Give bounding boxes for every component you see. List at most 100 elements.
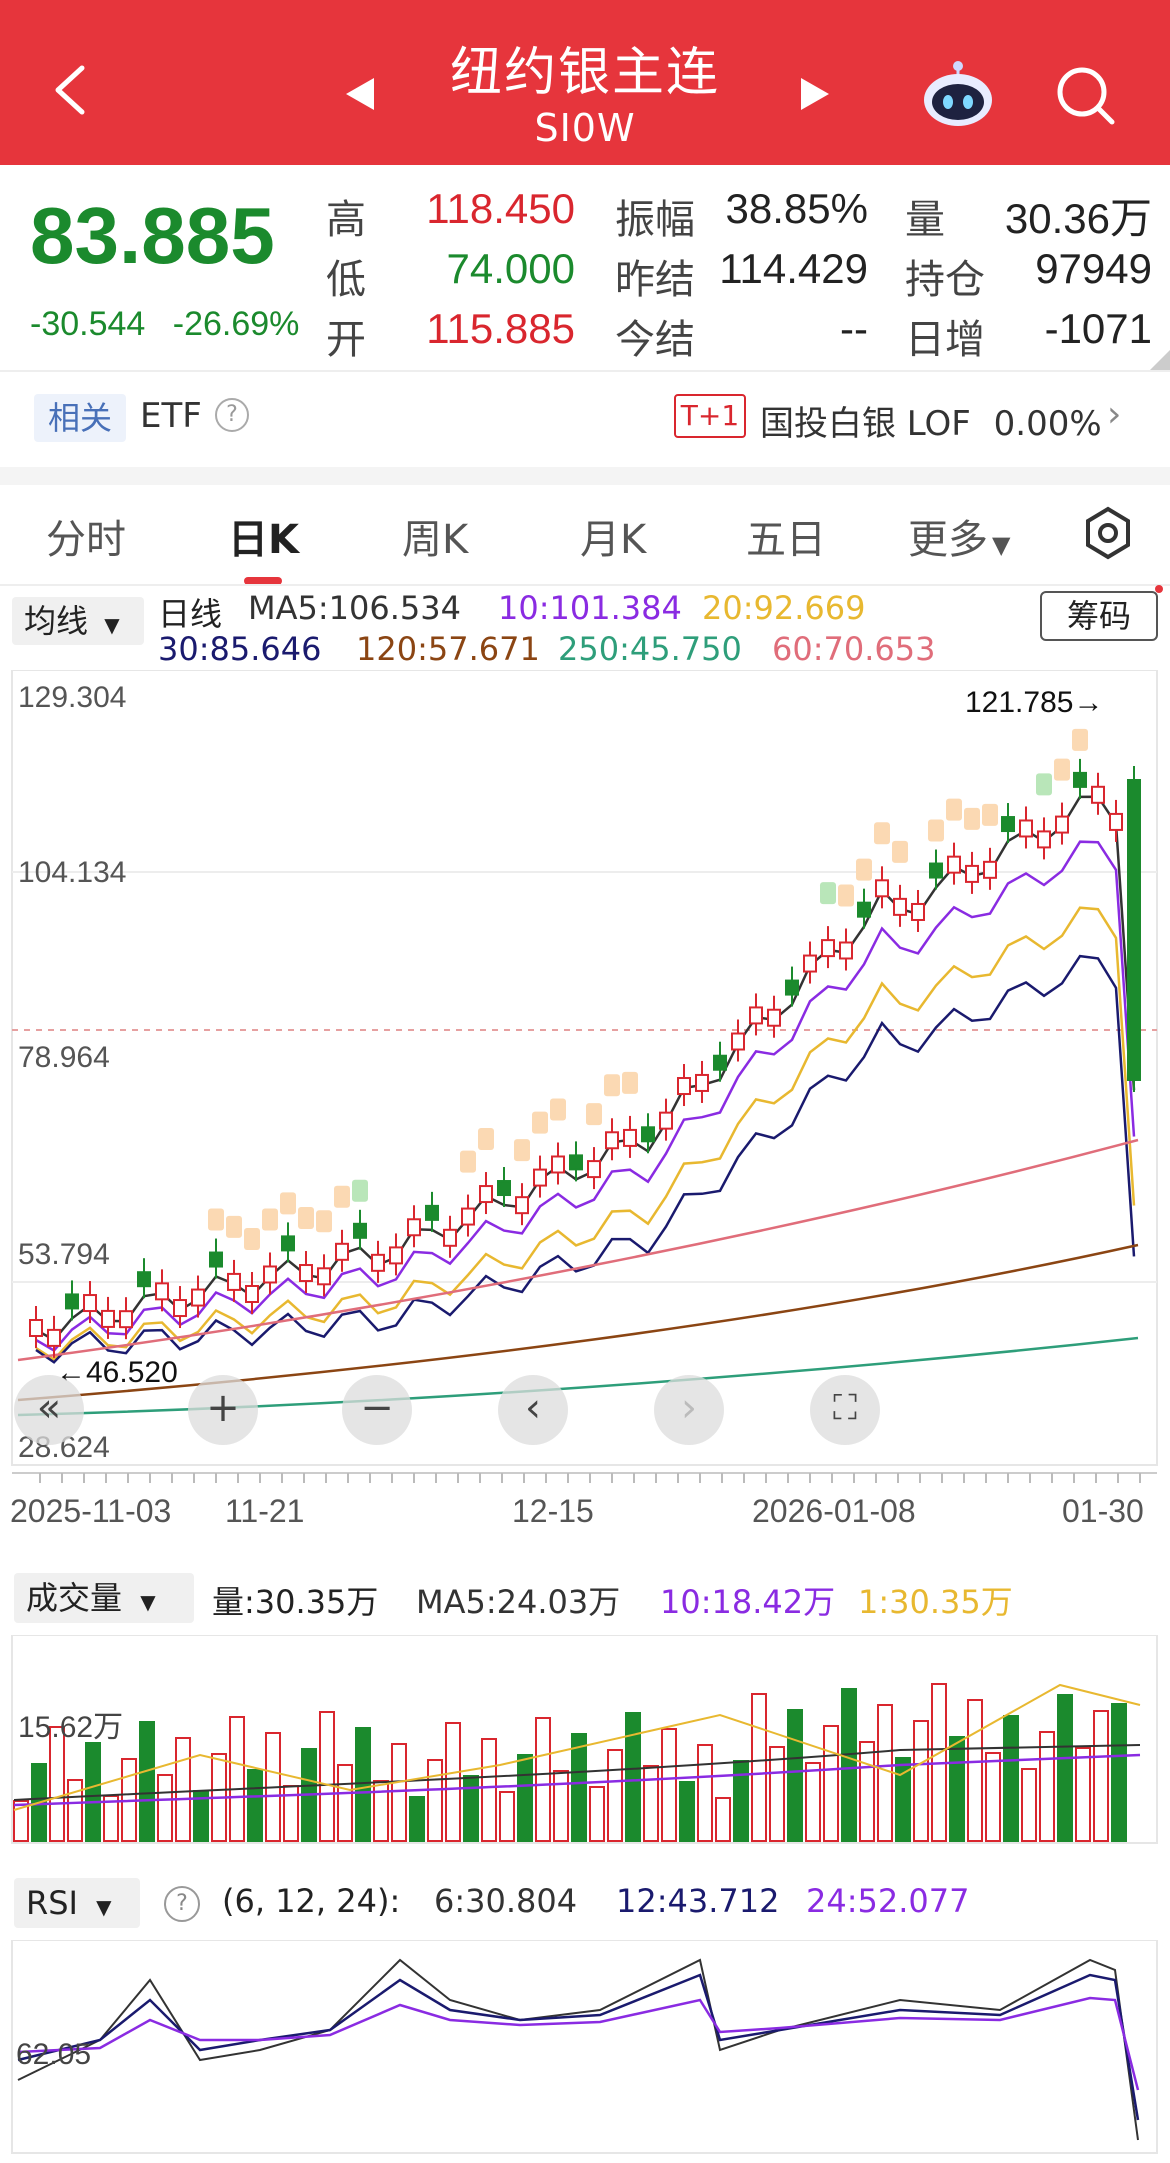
volume-value: 量:30.35万 (212, 1583, 379, 1621)
ma10-value: 10:101.384 (498, 589, 682, 627)
candle-body (1127, 779, 1141, 1081)
y-tick-label: 104.134 (18, 856, 126, 889)
volume-bar (373, 1780, 389, 1842)
volume-bar (499, 1791, 515, 1842)
previous-contract-icon[interactable] (340, 74, 380, 114)
related-etf-label[interactable]: ETF (140, 396, 202, 436)
volume-bar (517, 1754, 533, 1842)
tab-daily-k[interactable]: 日K (228, 517, 299, 563)
chart-frame (11, 670, 1158, 1466)
scroll-right-button[interactable]: › (654, 1375, 724, 1445)
max-price-label: 121.785→ (965, 686, 1103, 719)
kline-type: 日线 (158, 595, 223, 633)
volume-bar (967, 1699, 983, 1842)
settle-value: -- (840, 305, 868, 352)
volume-bar (427, 1759, 443, 1842)
volume-bar (859, 1741, 875, 1842)
tab-more[interactable]: 更多 ▼ (908, 507, 1010, 565)
tab-weekly-k[interactable]: 周K (402, 517, 469, 563)
next-contract-icon[interactable] (795, 74, 835, 114)
chip-distribution-button[interactable]: 筹码 (1040, 591, 1158, 641)
price-change: -30.544 -26.69% (30, 305, 317, 344)
active-tab-indicator (244, 577, 282, 585)
contract-code: SI0W (534, 106, 636, 150)
volume-bar (985, 1752, 1001, 1842)
rsi-lines (17, 1958, 1140, 2141)
help-icon[interactable]: ? (215, 398, 249, 432)
fund-name: 国投白银 LOF (760, 404, 971, 444)
scroll-left-button[interactable]: ‹ (498, 1375, 568, 1445)
candle-body (677, 1077, 691, 1096)
rsi-select-label: RSI (26, 1884, 78, 1922)
settings-icon[interactable] (1080, 505, 1136, 561)
ma20-line (35, 906, 1136, 1362)
help-icon[interactable]: ? (164, 1886, 200, 1922)
tab-five-day[interactable]: 五日 (746, 517, 826, 563)
volume-bar (481, 1738, 497, 1842)
td-badge (1054, 758, 1070, 781)
candle-body (227, 1272, 241, 1291)
candle-body (911, 902, 925, 921)
volume-bar (319, 1711, 335, 1842)
td-badge (352, 1179, 368, 1202)
scroll-left-fast-button[interactable]: « (14, 1375, 84, 1445)
candle-body (479, 1185, 493, 1204)
fullscreen-button[interactable]: ⛶ (810, 1375, 880, 1445)
rsi-chart[interactable]: 62.05 (0, 1940, 1170, 2155)
ma30-line (35, 954, 1136, 1364)
high-label: 高 (326, 197, 366, 243)
zoom-out-button[interactable]: − (342, 1375, 412, 1445)
amplitude-label: 振幅 (615, 197, 695, 243)
volume-bar (337, 1764, 353, 1842)
td-badge (946, 798, 962, 821)
candle-body (515, 1196, 529, 1215)
candle-body (353, 1222, 367, 1239)
low-label: 低 (326, 257, 366, 303)
candle-body (389, 1246, 403, 1265)
tab-more-label: 更多 (908, 517, 988, 563)
volume-bars (13, 1683, 1127, 1842)
candle-body (317, 1267, 331, 1286)
candle-body (299, 1264, 313, 1283)
tab-intraday[interactable]: 分时 (46, 517, 126, 563)
candle-body (749, 1006, 763, 1025)
td-badge (208, 1208, 224, 1231)
volume-bar (697, 1744, 713, 1842)
back-icon[interactable] (44, 62, 100, 118)
td-badge (226, 1215, 242, 1238)
candle-body (569, 1154, 583, 1171)
rsi-select[interactable]: RSI ▼ (14, 1878, 140, 1928)
volume-bar (1039, 1731, 1055, 1842)
rsi12-value: 12:43.712 (616, 1882, 780, 1920)
candle-body (461, 1207, 475, 1226)
volume-bar (1093, 1710, 1109, 1842)
ai-assistant-icon[interactable] (920, 58, 996, 128)
td-badge (892, 840, 908, 863)
tab-monthly-k[interactable]: 月K (580, 517, 647, 563)
volume-chart[interactable]: 15.62万 (0, 1635, 1170, 1845)
volume-bar (535, 1717, 551, 1842)
related-fund[interactable]: 国投白银 LOF 0.00% (760, 396, 1102, 445)
rsi6-value: 6:30.804 (434, 1882, 578, 1920)
candles (29, 758, 1141, 1358)
candle-body (875, 879, 889, 898)
search-icon[interactable] (1050, 60, 1120, 130)
indicator-select[interactable]: 均线 ▼ (12, 597, 144, 645)
volume-bar (841, 1688, 857, 1842)
candle-body (695, 1073, 709, 1092)
related-bar[interactable]: 相关 ETF ? T+1 国投白银 LOF 0.00% › (0, 372, 1170, 467)
td-badge (478, 1128, 494, 1151)
candle-body (893, 897, 907, 916)
candle-body (767, 1008, 781, 1027)
rsi24-line (17, 1996, 1140, 2091)
chevron-right-icon[interactable]: › (1107, 394, 1122, 435)
volume-bar (1111, 1703, 1127, 1842)
td-badge (928, 819, 944, 842)
prev-settle-label: 昨结 (615, 257, 695, 303)
volume-bar (229, 1716, 245, 1842)
volume-select-label: 成交量 (26, 1579, 123, 1617)
rsi24-value: 24:52.077 (806, 1882, 970, 1920)
volume-select[interactable]: 成交量 ▼ (14, 1573, 194, 1623)
zoom-in-button[interactable]: + (188, 1375, 258, 1445)
